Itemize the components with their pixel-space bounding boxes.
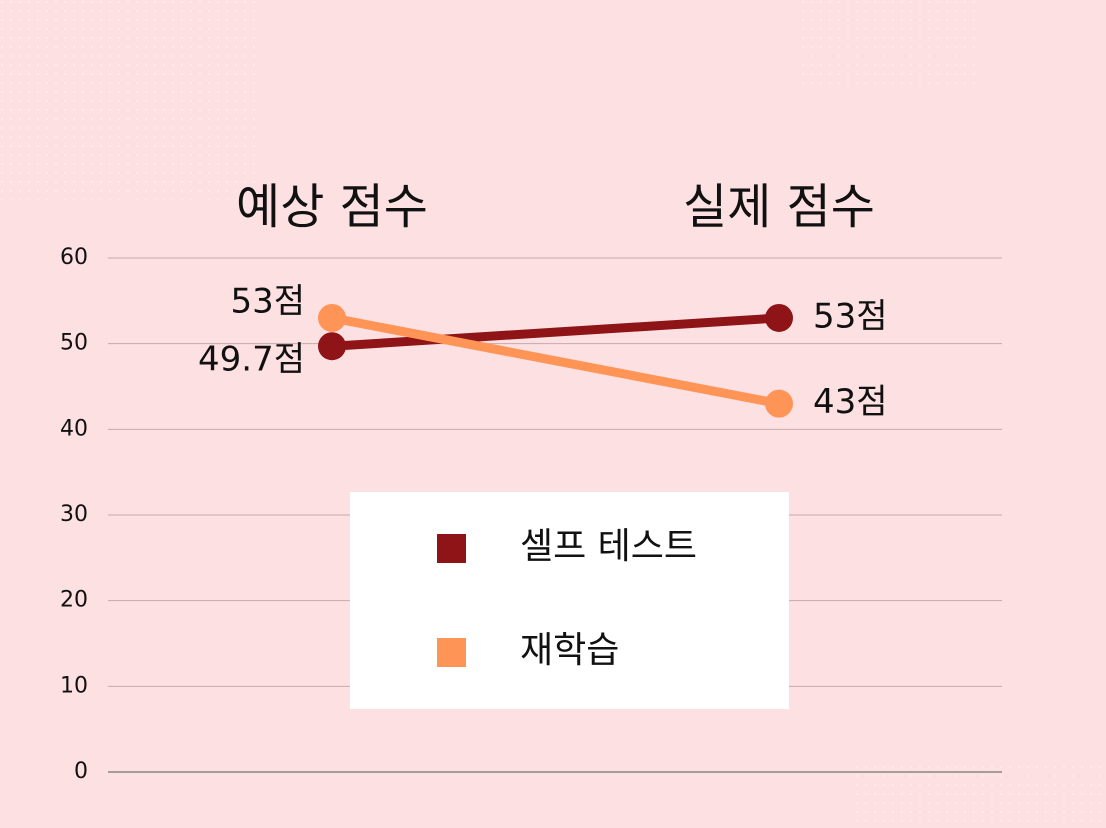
y-tick-label: 60: [60, 245, 88, 270]
y-tick-label: 0: [74, 759, 88, 784]
decoration: [0, 0, 260, 200]
legend-label: 재학습: [520, 630, 619, 671]
y-tick-label: 40: [60, 416, 88, 441]
legend-marker: [437, 638, 466, 667]
point: [318, 332, 346, 361]
point: [765, 389, 793, 418]
value-label: 53점: [230, 281, 305, 321]
point: [318, 303, 346, 332]
y-tick-label: 50: [60, 331, 88, 356]
decoration: [850, 760, 1106, 828]
y-tick-label: 10: [60, 673, 88, 698]
legend-box: [350, 492, 789, 709]
y-tick-label: 30: [60, 502, 88, 527]
legend-marker: [437, 534, 466, 563]
legend-label: 셀프 테스트: [520, 526, 697, 567]
value-label: 43점: [813, 382, 888, 422]
series-line: [331, 313, 780, 351]
category-label: 예상 점수: [236, 179, 428, 235]
value-label: 49.7점: [198, 340, 305, 380]
series-line: [331, 313, 780, 409]
decoration: [800, 0, 980, 90]
category-label: 실제 점수: [683, 179, 875, 235]
point: [765, 303, 793, 332]
y-tick-label: 20: [60, 588, 88, 613]
value-label: 53점: [813, 296, 888, 336]
